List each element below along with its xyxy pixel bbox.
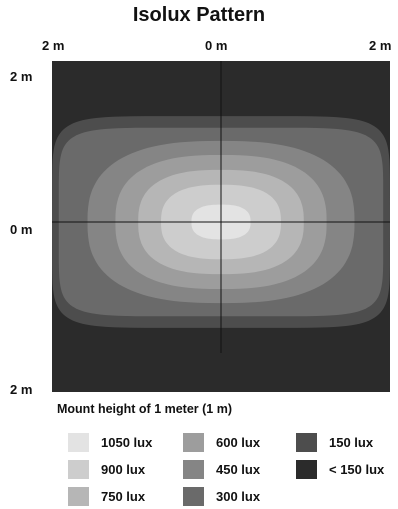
legend-swatch — [183, 433, 204, 452]
legend-label: 750 lux — [101, 489, 145, 504]
legend-label: 450 lux — [216, 462, 260, 477]
legend-label: < 150 lux — [329, 462, 384, 477]
legend-swatch — [183, 460, 204, 479]
legend-label: 600 lux — [216, 435, 260, 450]
legend-item: 150 lux — [296, 433, 373, 452]
legend-label: 1050 lux — [101, 435, 152, 450]
legend-label: 150 lux — [329, 435, 373, 450]
legend-swatch — [68, 433, 89, 452]
legend-swatch — [68, 487, 89, 506]
legend-swatch — [296, 433, 317, 452]
legend-swatch — [183, 487, 204, 506]
legend-item: 450 lux — [183, 460, 260, 479]
legend-label: 900 lux — [101, 462, 145, 477]
legend-item: 1050 lux — [68, 433, 152, 452]
legend-swatch — [68, 460, 89, 479]
legend-item: 750 lux — [68, 487, 145, 506]
legend-label: 300 lux — [216, 489, 260, 504]
legend-item: 300 lux — [183, 487, 260, 506]
legend-item: 900 lux — [68, 460, 145, 479]
legend-swatch — [296, 460, 317, 479]
legend-item: 600 lux — [183, 433, 260, 452]
legend-item: < 150 lux — [296, 460, 384, 479]
